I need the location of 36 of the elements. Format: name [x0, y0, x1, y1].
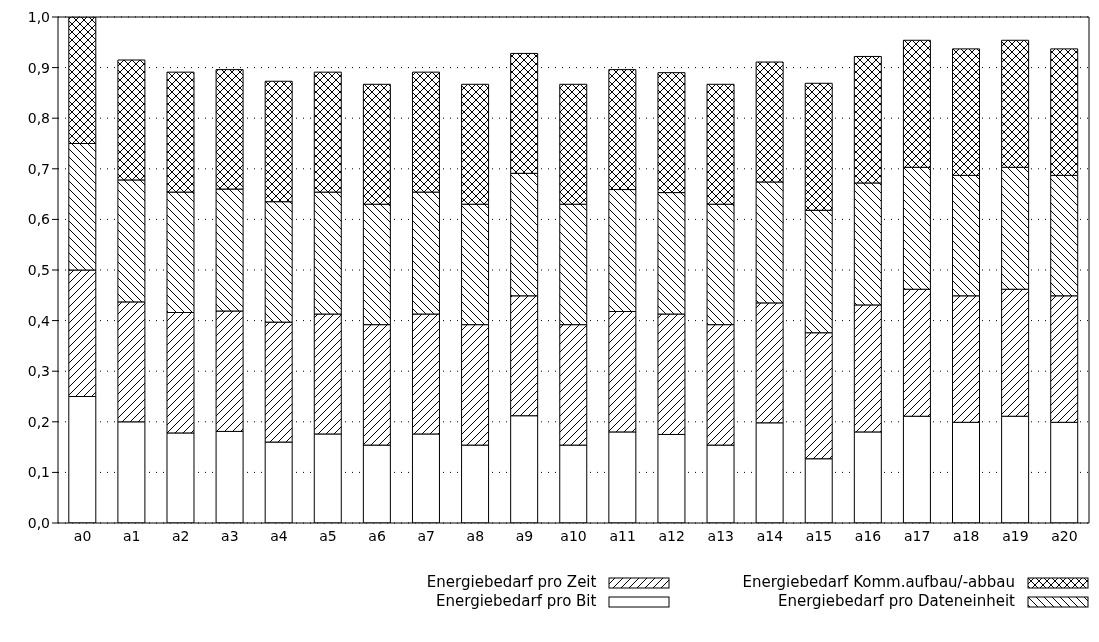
y-tick-label: 0,1	[27, 464, 50, 481]
y-tick-label: 0,9	[27, 59, 50, 76]
x-tick-label: a16	[854, 527, 882, 544]
x-tick-label: a2	[171, 527, 190, 544]
y-tick-label: 1,0	[27, 8, 50, 25]
x-tick-label: a6	[368, 527, 386, 544]
y-tick-label: 0,5	[27, 261, 50, 278]
x-tick-label: a9	[515, 527, 534, 544]
x-tick-label: a3	[221, 527, 239, 544]
y-tick-label: 0,4	[27, 312, 51, 329]
x-tick-label: a5	[319, 527, 337, 544]
y-tick-label: 0,3	[27, 363, 50, 380]
x-tick-label: a8	[466, 527, 485, 544]
x-tick-label: a13	[707, 527, 734, 544]
x-tick-label: a15	[805, 527, 833, 544]
x-tick-label: a0	[73, 527, 92, 544]
x-tick-label: a4	[270, 527, 288, 544]
x-tick-label: a17	[903, 527, 931, 544]
x-tick-label: a20	[1051, 527, 1078, 544]
legend-label: Energiebedarf pro Zeit	[426, 573, 597, 592]
x-tick-label: a7	[417, 527, 435, 544]
legend-label: Energiebedarf Komm.aufbau/-abbau	[742, 573, 1015, 592]
x-tick-label: a11	[609, 527, 636, 544]
x-tick-label: a18	[953, 527, 980, 544]
y-tick-label: 0,6	[27, 211, 51, 228]
x-tick-label: a12	[658, 527, 685, 544]
x-tick-label: a14	[756, 527, 784, 544]
x-tick-label: a19	[1002, 527, 1029, 544]
y-tick-label: 0,7	[27, 160, 50, 177]
y-tick-label: 0,8	[27, 110, 50, 127]
y-tick-label: 0,0	[27, 514, 50, 531]
x-tick-label: a10	[560, 527, 587, 544]
legend-label: Energiebedarf pro Dateneinheit	[777, 592, 1015, 611]
y-tick-label: 0,2	[27, 413, 50, 430]
legend-label: Energiebedarf pro Bit	[436, 592, 597, 611]
x-tick-label: a1	[122, 527, 141, 544]
